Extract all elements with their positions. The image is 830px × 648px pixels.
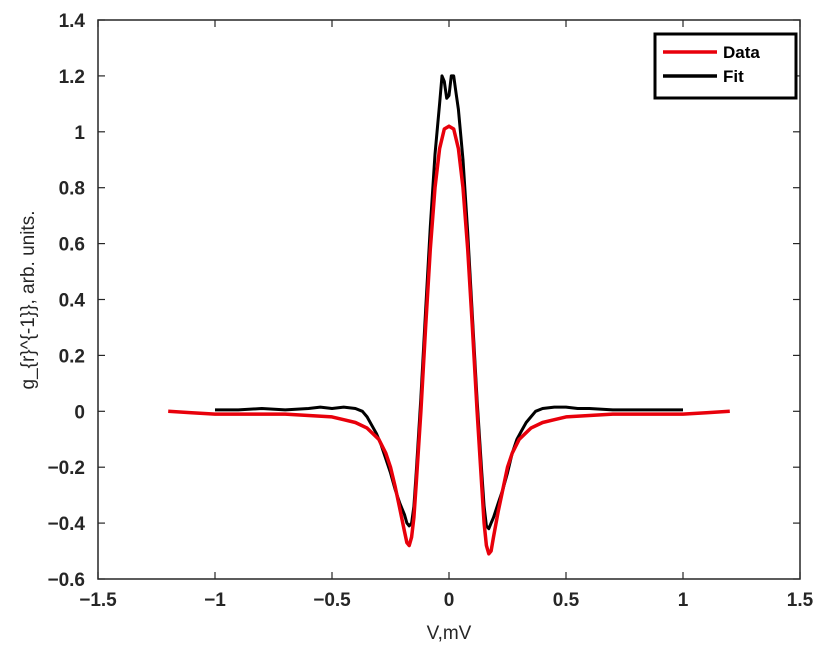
y-tick-label: −0.6 [47,570,85,591]
y-tick-label: 0 [74,402,85,423]
y-tick-label: 0.2 [59,346,85,367]
x-tick-label: 1 [678,590,689,611]
y-tick-label: 1.4 [59,11,86,32]
y-tick-label: 0.4 [59,291,86,312]
x-tick-label: −1.5 [79,590,117,611]
legend-label-data: Data [723,43,760,62]
x-tick-label: 1.5 [787,590,814,611]
y-tick-label: 1 [74,123,85,144]
y-tick-label: −0.2 [47,458,85,479]
series-line-data [168,124,730,556]
legend: Data Fit [653,32,798,100]
plot-area [97,19,801,580]
legend-box [653,32,798,100]
y-axis-ticks: −0.6 −0.4 −0.2 0 0.2 0.4 0.6 0.8 1 1.2 1.4 [47,11,800,591]
x-axis-ticks: −1.5 −1 −0.5 0 0.5 1 1.5 [79,20,814,611]
x-tick-label: 0.5 [553,590,580,611]
y-tick-label: 1.2 [59,67,85,88]
y-tick-label: −0.4 [47,514,85,535]
y-axis-label: g_{r}^{-1}}, arb. units. [18,211,39,390]
series-line-fit [215,74,683,531]
y-tick-label: 0.8 [59,179,85,200]
series-layer [168,74,730,556]
x-tick-label: 0 [444,590,455,611]
x-tick-label: −1 [204,590,226,611]
x-tick-label: −0.5 [313,590,351,611]
y-tick-label: 0.6 [59,235,85,256]
legend-label-fit: Fit [723,67,744,86]
x-axis-label: V,mV [427,623,472,644]
